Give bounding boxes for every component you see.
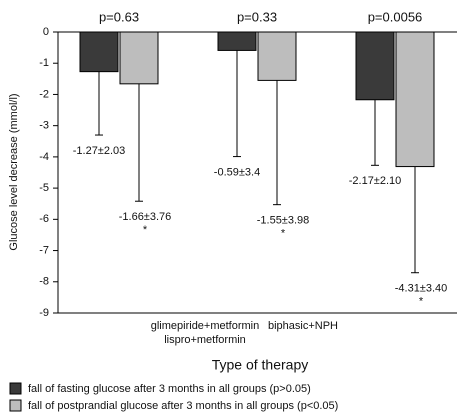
value-label: -4.31±3.40 — [395, 283, 448, 295]
value-label: -2.17±2.10 — [349, 175, 402, 187]
y-tick-label: -5 — [39, 182, 49, 194]
y-tick-label: -7 — [39, 244, 49, 256]
y-tick-label: -9 — [39, 307, 49, 319]
x-tick-label: biphasic+NPH — [268, 320, 338, 332]
value-label: -1.27±2.03 — [73, 145, 126, 157]
y-axis-title: Glucose level decrease (mmol/l) — [8, 93, 20, 250]
significance-mark: * — [419, 296, 424, 308]
bar — [217, 31, 257, 51]
p-value: p=0.33 — [237, 9, 277, 24]
p-value: p=0.0056 — [368, 9, 423, 24]
legend-label: fall of fasting glucose after 3 months i… — [28, 383, 311, 395]
p-value: p=0.63 — [99, 9, 139, 24]
legend-label: fall of postprandial glucose after 3 mon… — [28, 400, 338, 412]
y-tick-label: -2 — [39, 88, 49, 100]
y-tick-label: -4 — [39, 151, 49, 163]
significance-mark: * — [143, 224, 148, 236]
y-tick-label: -8 — [39, 276, 49, 288]
value-label: -1.66±3.76 — [119, 211, 172, 223]
y-tick-label: -6 — [39, 213, 49, 225]
bar — [119, 31, 159, 85]
bar — [257, 31, 297, 81]
legend-swatch — [9, 382, 22, 395]
y-tick-label: -1 — [39, 57, 49, 69]
x-tick-label: glimepiride+metformin — [151, 320, 260, 332]
y-tick-label: -3 — [39, 120, 49, 132]
value-label: -0.59±3.4 — [214, 166, 260, 178]
significance-mark: * — [281, 228, 286, 240]
x-tick-label: lispro+metformin — [164, 334, 246, 346]
value-label: -1.55±3.98 — [257, 215, 310, 227]
bar — [395, 31, 435, 168]
y-tick-label: 0 — [43, 26, 49, 38]
bar — [355, 31, 395, 101]
x-axis-title: Type of therapy — [212, 357, 309, 373]
bar — [79, 31, 119, 73]
legend-swatch — [9, 399, 22, 412]
